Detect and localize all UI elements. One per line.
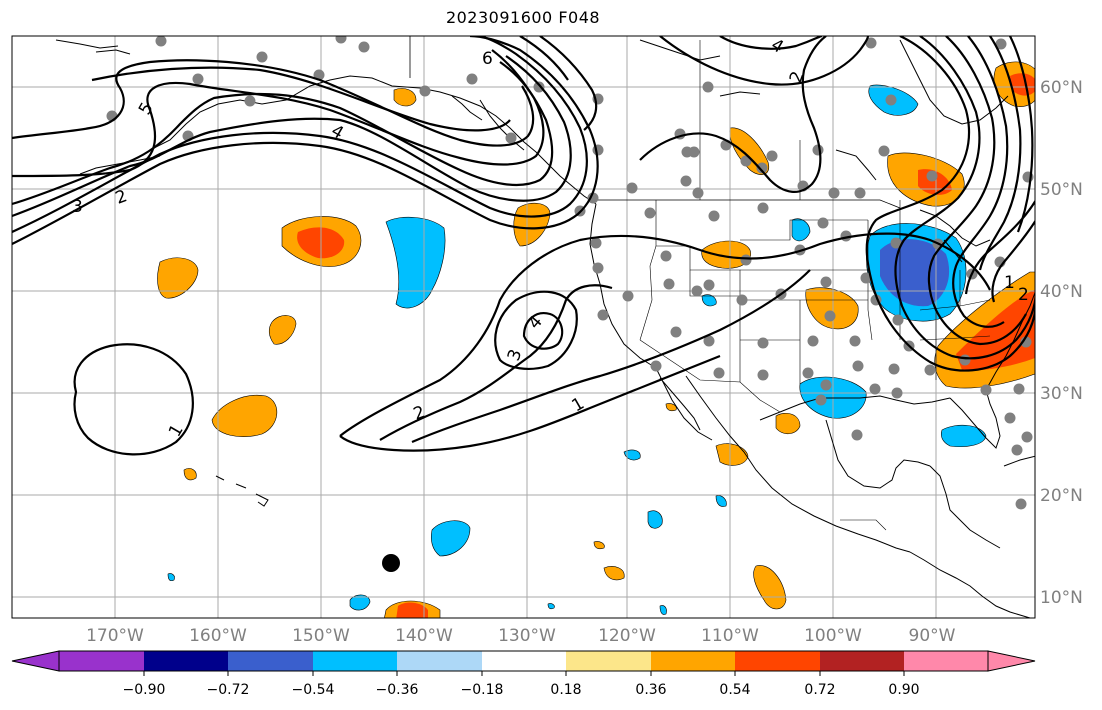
colorbar-segment bbox=[651, 651, 735, 671]
strong-positive-anomaly-area bbox=[1010, 73, 1035, 96]
colorbar-segment bbox=[482, 651, 566, 671]
colorbar-tick-label: 0.18 bbox=[550, 682, 581, 698]
colorbar-tick-label: −0.72 bbox=[207, 682, 250, 698]
lon-label: 140°W bbox=[395, 626, 453, 646]
positive-anomaly-area bbox=[753, 565, 787, 610]
strong-positive-anomaly-area bbox=[396, 602, 428, 618]
lon-label: 160°W bbox=[189, 626, 247, 646]
colorbar-segment bbox=[820, 651, 904, 671]
positive-anomaly-area bbox=[393, 88, 417, 107]
colorbar-tick-label: 0.90 bbox=[888, 682, 919, 698]
positive-anomaly-area bbox=[665, 403, 677, 412]
colorbar-extend-low bbox=[11, 650, 60, 672]
positive-anomaly-area bbox=[603, 566, 625, 581]
colorbar-tick-label: 0.54 bbox=[719, 682, 750, 698]
positive-anomaly-area bbox=[183, 468, 197, 481]
colorbar-segment bbox=[228, 651, 313, 671]
lon-label: 150°W bbox=[292, 626, 350, 646]
colorbar-segment bbox=[59, 651, 144, 671]
colorbar-segment bbox=[735, 651, 820, 671]
positive-anomaly-area bbox=[593, 541, 605, 550]
negative-anomaly-area bbox=[715, 495, 727, 507]
colorbar-segment bbox=[904, 651, 988, 671]
positive-anomaly-area bbox=[211, 394, 278, 437]
latitude-labels: 60°N 50°N 40°N 30°N 20°N 10°N bbox=[1040, 78, 1083, 608]
plot-frame bbox=[11, 35, 1036, 619]
lon-label: 120°W bbox=[598, 626, 656, 646]
colorbar-tick-label: −0.90 bbox=[123, 682, 166, 698]
coastlines bbox=[55, 36, 1035, 618]
colorbar-tick-label: 0.36 bbox=[635, 682, 666, 698]
negative-anomaly-area bbox=[647, 510, 663, 529]
lat-label: 10°N bbox=[1040, 588, 1083, 608]
colorbar: −0.90 −0.72 −0.54 −0.36 −0.18 0.18 0.36 … bbox=[11, 650, 1036, 698]
contour-label: 2 bbox=[1018, 285, 1029, 305]
colorbar-tick-label: −0.36 bbox=[376, 682, 419, 698]
lon-label: 170°W bbox=[86, 626, 144, 646]
contour-label: 3 bbox=[72, 197, 83, 217]
positive-anomaly-area bbox=[157, 257, 199, 299]
negative-anomaly-area bbox=[385, 216, 446, 309]
colorbar-extend-high bbox=[987, 650, 1036, 672]
positive-anomaly-area bbox=[805, 287, 859, 330]
colorbar-segment bbox=[566, 651, 651, 671]
negative-anomaly-area bbox=[791, 218, 811, 242]
graticule bbox=[12, 36, 1035, 618]
lat-label: 50°N bbox=[1040, 180, 1083, 200]
shaded-fields bbox=[157, 61, 1035, 618]
colorbar-tick-label: −0.18 bbox=[461, 682, 504, 698]
lon-label: 110°W bbox=[701, 626, 759, 646]
negative-anomaly-area bbox=[659, 605, 667, 615]
positive-anomaly-area bbox=[715, 443, 749, 466]
negative-anomaly-area bbox=[701, 294, 717, 307]
plot-area bbox=[12, 36, 1035, 618]
map-title: 2023091600 F048 bbox=[445, 8, 601, 27]
station-markers bbox=[106, 36, 1034, 510]
contour-label: 1 bbox=[1004, 273, 1015, 293]
negative-anomaly-area bbox=[547, 603, 555, 610]
negative-anomaly-area bbox=[167, 573, 175, 582]
colorbar-segment bbox=[313, 651, 397, 671]
positive-anomaly-area bbox=[268, 315, 297, 345]
lat-label: 30°N bbox=[1040, 384, 1083, 404]
negative-anomaly-area bbox=[430, 520, 471, 557]
lon-label: 90°W bbox=[909, 626, 956, 646]
lat-label: 20°N bbox=[1040, 486, 1083, 506]
lon-label: 130°W bbox=[498, 626, 556, 646]
lat-label: 40°N bbox=[1040, 282, 1083, 302]
contour-label: 6 bbox=[482, 49, 493, 69]
colorbar-segment bbox=[397, 651, 482, 671]
longitude-labels: 170°W 160°W 150°W 140°W 130°W 120°W 110°… bbox=[86, 626, 956, 646]
negative-anomaly-area bbox=[940, 424, 987, 447]
colorbar-tick-label: 0.72 bbox=[804, 682, 835, 698]
contour-lines bbox=[12, 36, 1035, 456]
lat-label: 60°N bbox=[1040, 78, 1083, 98]
negative-anomaly-area bbox=[349, 594, 371, 611]
colorbar-segment bbox=[144, 651, 228, 671]
lon-label: 100°W bbox=[804, 626, 862, 646]
positive-anomaly-area bbox=[775, 413, 801, 435]
storm-center-marker bbox=[382, 554, 400, 572]
colorbar-tick-label: −0.54 bbox=[292, 682, 335, 698]
